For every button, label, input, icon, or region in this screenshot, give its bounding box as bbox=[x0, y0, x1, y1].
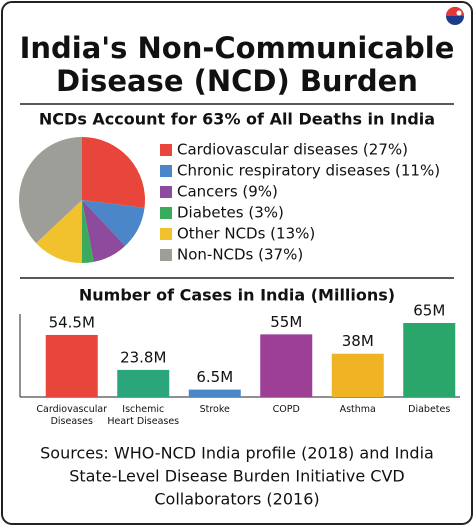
pie-slice bbox=[82, 137, 145, 208]
legend-label: Diabetes (3%) bbox=[177, 204, 284, 222]
x-tick-label: Diabetes bbox=[408, 404, 450, 415]
logo bbox=[446, 7, 464, 25]
value-label: 55M bbox=[270, 313, 302, 331]
value-label: 54.5M bbox=[49, 313, 95, 331]
legend-swatch bbox=[160, 207, 172, 219]
value-label: 6.5M bbox=[196, 368, 233, 386]
x-tick-label: Asthma bbox=[340, 404, 376, 415]
pie-slice bbox=[36, 200, 82, 263]
bar bbox=[117, 369, 170, 397]
legend-label: Non-NCDs (37%) bbox=[177, 246, 303, 264]
title-line: Disease (NCD) Burden bbox=[56, 64, 418, 98]
pie-slice bbox=[19, 137, 82, 244]
pie-slice bbox=[82, 200, 145, 246]
title-line: India's Non-Communicable bbox=[20, 31, 455, 65]
source-line: State-Level Disease Burden Initiative CV… bbox=[69, 467, 404, 486]
bar bbox=[403, 323, 456, 397]
x-tick-label: Ischemic Heart Diseases bbox=[107, 404, 179, 427]
bar bbox=[188, 389, 241, 397]
legend-swatch bbox=[160, 186, 172, 198]
legend-label: Chronic respiratory diseases (11%) bbox=[177, 162, 440, 180]
pie-slice bbox=[82, 200, 94, 263]
legend-swatch bbox=[160, 165, 172, 177]
chart-title: Number of Cases in India (Millions) bbox=[79, 286, 395, 305]
legend-label: Cardiovascular diseases (27%) bbox=[177, 141, 408, 159]
value-label: 65M bbox=[413, 302, 445, 320]
value-label: 23.8M bbox=[120, 348, 166, 366]
x-tick-label: Stroke bbox=[200, 404, 230, 415]
source-line: Sources: WHO-NCD India profile (2018) an… bbox=[40, 444, 434, 463]
bar bbox=[45, 334, 98, 397]
pie-slice bbox=[82, 200, 126, 262]
x-tick-label: COPD bbox=[273, 404, 300, 415]
x-tick-label: Cardiovascular Diseases bbox=[36, 404, 107, 427]
value-label: 38M bbox=[342, 332, 374, 350]
legend-label: Other NCDs (13%) bbox=[177, 225, 315, 243]
legend-label: Cancers (9%) bbox=[177, 183, 278, 201]
chart-title: NCDs Account for 63% of All Deaths in In… bbox=[39, 110, 435, 129]
bar bbox=[260, 334, 313, 397]
legend-swatch bbox=[160, 144, 172, 156]
legend-swatch bbox=[160, 228, 172, 240]
source-line: Collaborators (2016) bbox=[154, 490, 319, 509]
legend-swatch bbox=[160, 249, 172, 261]
bar bbox=[331, 353, 384, 397]
